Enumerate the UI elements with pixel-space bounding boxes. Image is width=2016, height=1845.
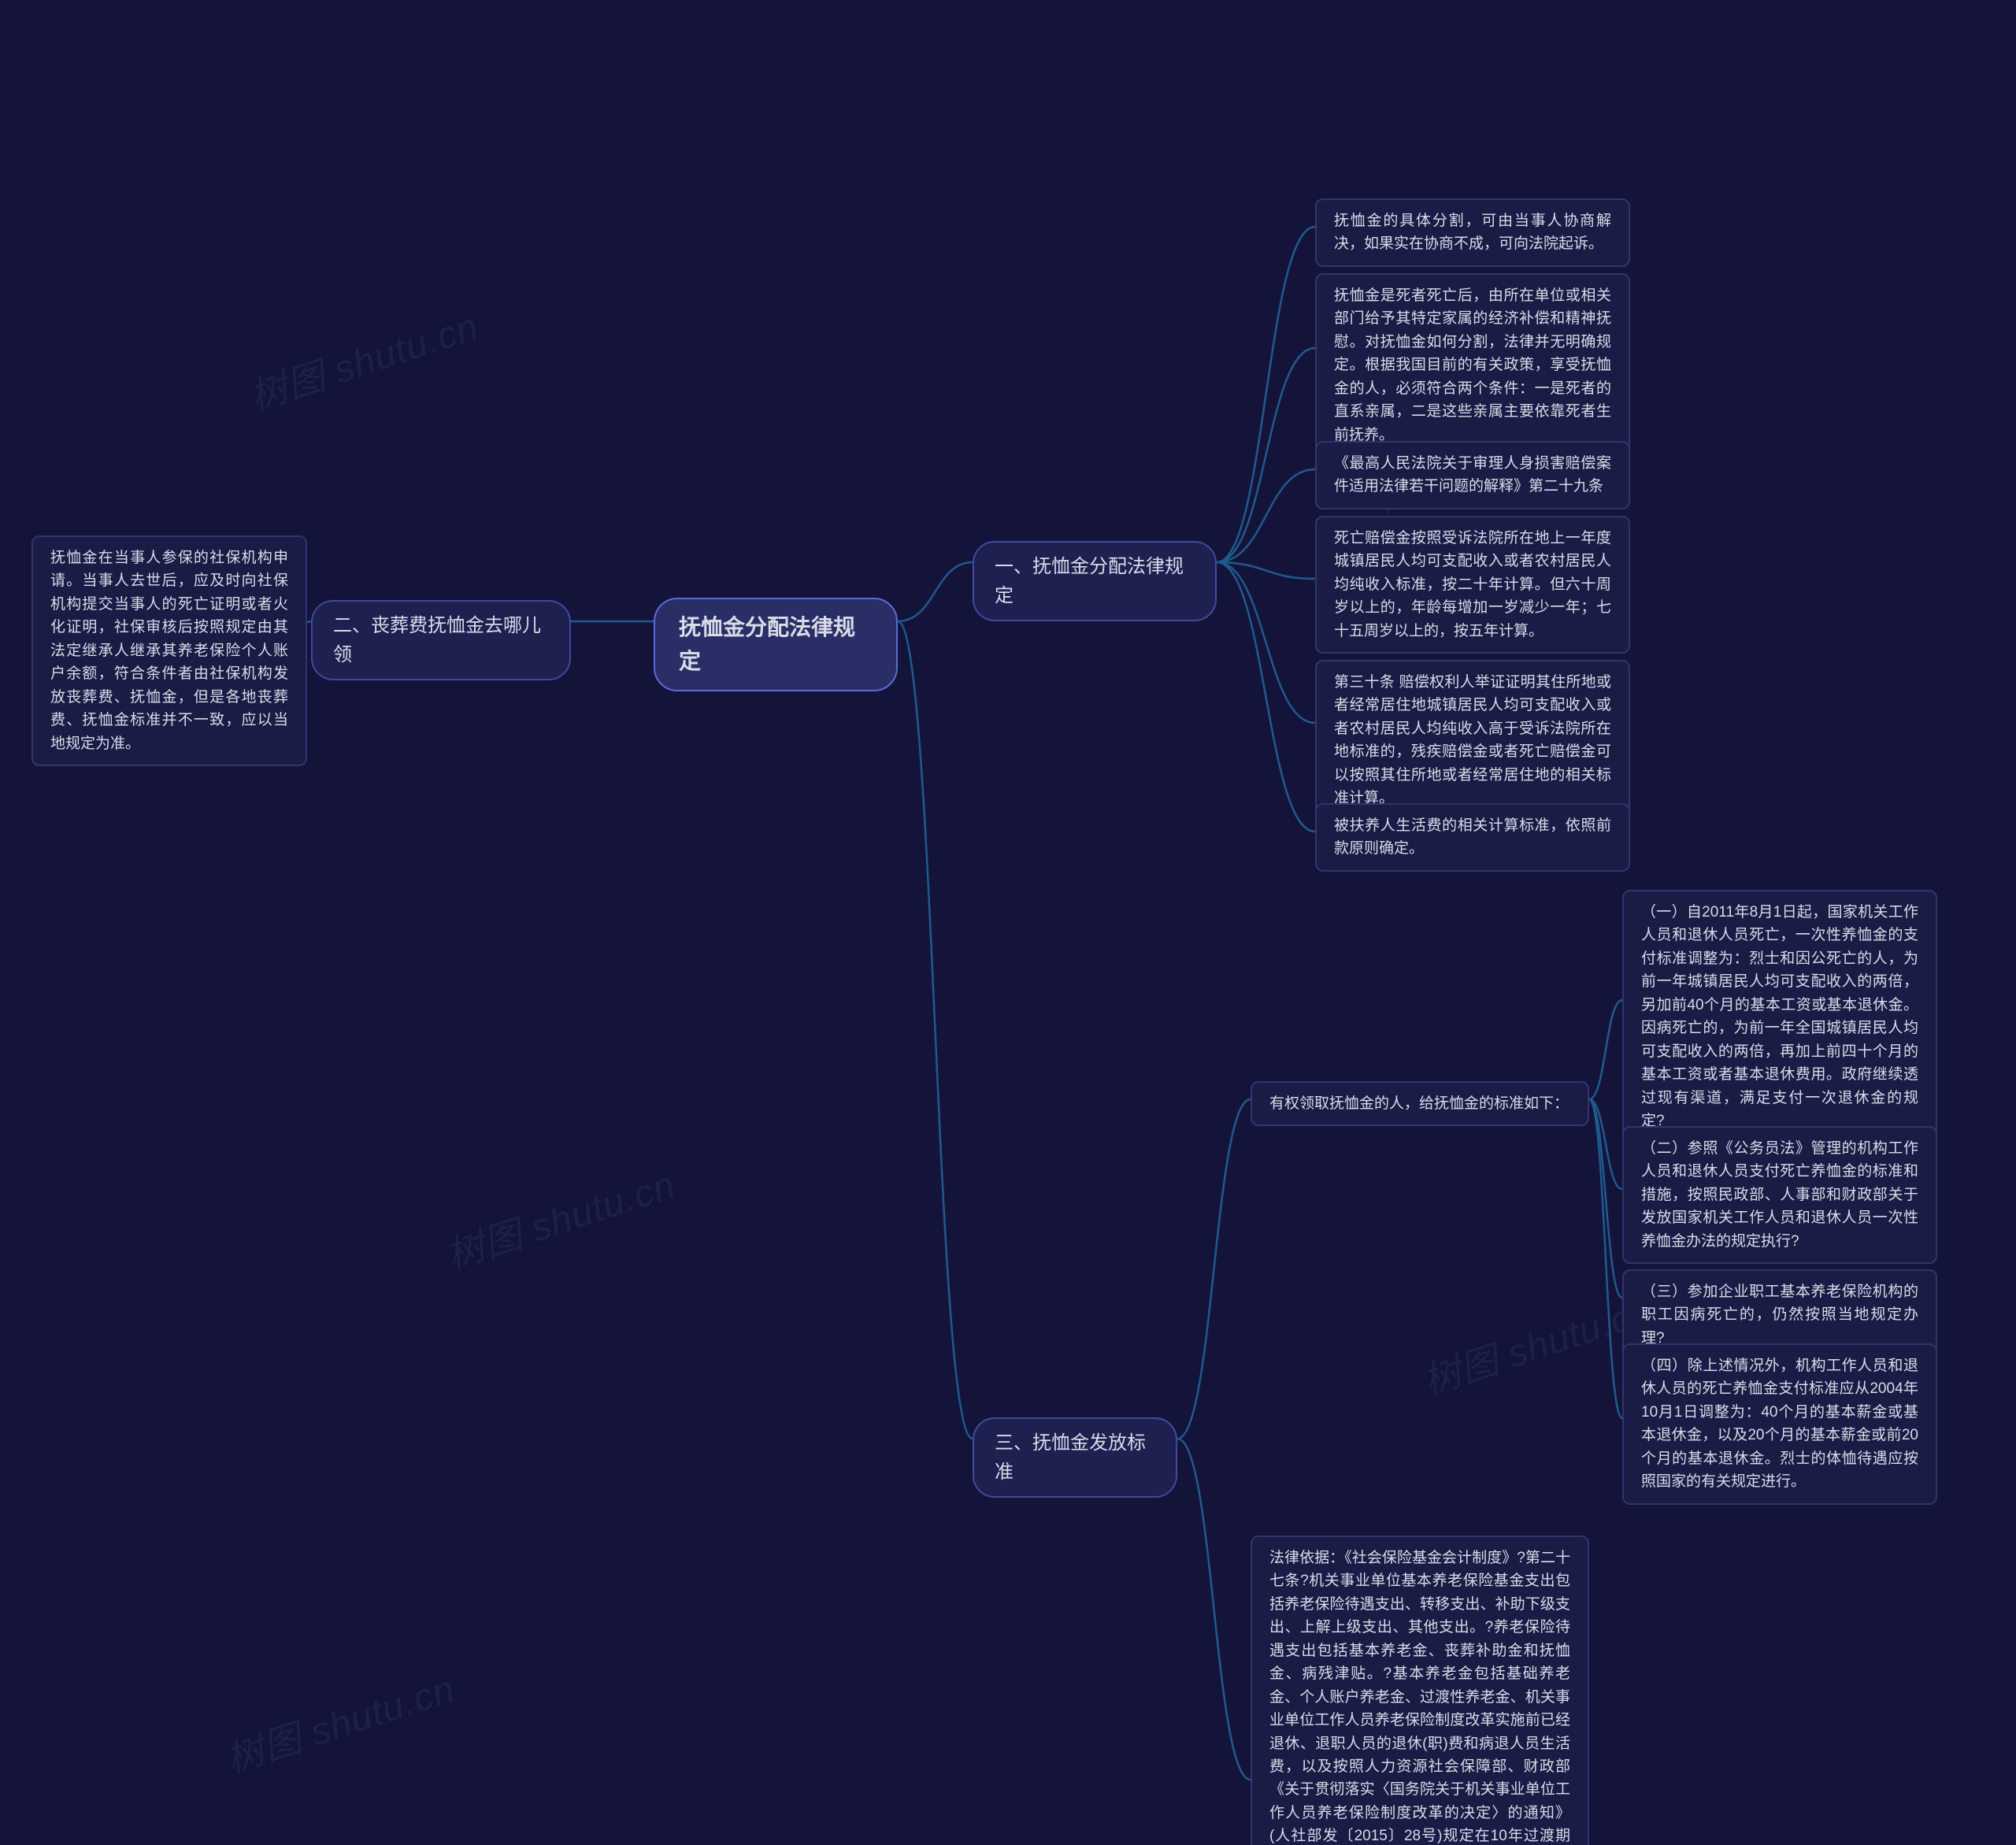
branch-node[interactable]: 一、抚恤金分配法律规定 <box>973 541 1217 621</box>
leaf-node[interactable]: 《最高人民法院关于审理人身损害赔偿案件适用法律若干问题的解释》第二十九条 <box>1315 441 1630 509</box>
sub-node[interactable]: （二）参照《公务员法》管理的机构工作人员和退休人员支付死亡养恤金的标准和措施，按… <box>1622 1126 1937 1264</box>
leaf-node[interactable]: 被扶养人生活费的相关计算标准，依照前款原则确定。 <box>1315 803 1630 872</box>
sub-node[interactable]: （一）自2011年8月1日起，国家机关工作人员和退休人员死亡，一次性养恤金的支付… <box>1622 890 1937 1143</box>
leaf-node[interactable]: 抚恤金的具体分割，可由当事人协商解决，如果实在协商不成，可向法院起诉。 <box>1315 198 1630 267</box>
mindmap-canvas: 树图 shutu.cn 树图 shutu.cn 树图 shutu.cn 树图 shut… <box>0 0 2016 1845</box>
watermark: 树图 shutu.cn <box>242 295 485 421</box>
branch-node[interactable]: 二、丧葬费抚恤金去哪儿领 <box>311 600 571 680</box>
watermark: 树图 shutu.cn <box>1415 1280 1658 1406</box>
branch-node[interactable]: 三、抚恤金发放标准 <box>973 1417 1177 1498</box>
leaf-node[interactable]: 死亡赔偿金按照受诉法院所在地上一年度城镇居民人均可支配收入或者农村居民人均纯收入… <box>1315 516 1630 654</box>
root-node[interactable]: 抚恤金分配法律规定 <box>654 598 898 691</box>
sub-node[interactable]: （四）除上述情况外，机构工作人员和退休人员的死亡养恤金支付标准应从2004年10… <box>1622 1343 1937 1505</box>
leaf-node[interactable]: 第三十条 赔偿权利人举证证明其住所地或者经常居住地城镇居民人均可支配收入或者农村… <box>1315 660 1630 821</box>
watermark: 树图 shutu.cn <box>439 1154 682 1280</box>
mid-node[interactable]: 法律依据：《社会保险基金会计制度》?第二十七条?机关事业单位基本养老保险基金支出… <box>1251 1536 1589 1845</box>
leaf-node[interactable]: 抚恤金是死者死亡后，由所在单位或相关部门给予其特定家属的经济补偿和精神抚慰。对抚… <box>1315 273 1630 458</box>
mid-node[interactable]: 有权领取抚恤金的人，给抚恤金的标准如下： <box>1251 1081 1589 1126</box>
watermark: 树图 shutu.cn <box>218 1658 461 1784</box>
leaf-node[interactable]: 抚恤金在当事人参保的社保机构申请。当事人去世后，应及时向社保机构提交当事人的死亡… <box>32 535 307 766</box>
